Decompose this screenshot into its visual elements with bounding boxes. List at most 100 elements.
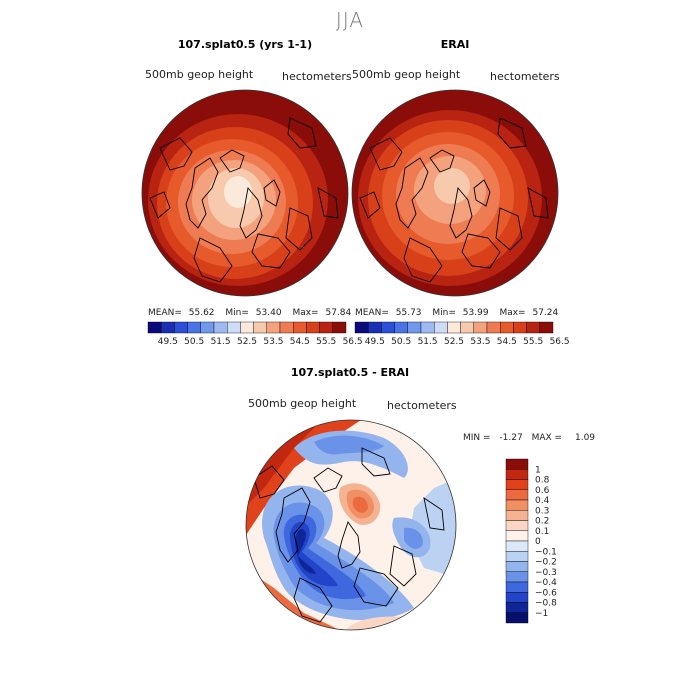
colorbar-3-swatch [505, 520, 529, 531]
panel-3-max-label: MAX = [531, 433, 563, 443]
panel-3-title: 107.splat0.5 - ERAI [290, 366, 410, 379]
colorbar-1-swatch [213, 321, 228, 334]
panel-1-min-label: Min= [225, 308, 249, 318]
panel-1-variable-label: 500mb geop height [145, 68, 254, 81]
colorbar-2-swatch [394, 321, 408, 334]
panel-3-polar-map [245, 419, 457, 631]
colorbar-3-swatch [505, 602, 529, 613]
colorbar-3-swatch [505, 612, 529, 624]
colorbar-3-tick-label: −0.2 [535, 558, 557, 568]
colorbar-2-tick-label: 56.5 [550, 337, 570, 347]
colorbar-1-swatch [187, 321, 201, 334]
colorbar-1-swatch [226, 321, 241, 334]
colorbar-3-swatch [505, 469, 529, 480]
panel-2-units-label: hectometers [490, 70, 560, 83]
colorbar-2-tick-label: 50.5 [391, 337, 411, 347]
panel-2-mean-label: MEAN= [355, 308, 389, 318]
colorbar-2-swatch [526, 321, 541, 334]
colorbar-1-swatch [253, 321, 267, 334]
colorbar-3-swatch [505, 592, 529, 603]
colorbar-1-swatch [279, 321, 294, 334]
colorbar-2-swatch [460, 321, 474, 334]
colorbar-3-tick-label: 0.4 [535, 496, 550, 506]
colorbar-2-swatch [381, 321, 395, 334]
panel-2-min-label: Min= [432, 308, 456, 318]
panel-1-max-value: 57.84 [325, 308, 352, 318]
colorbar-3-tick-label: 0 [535, 537, 541, 547]
colorbar-3-tick-label: 0.1 [535, 527, 549, 537]
panel-2-title: ERAI [440, 38, 470, 51]
panel-3-stats: MIN = -1.27 MAX = 1.09 [463, 433, 595, 443]
panel-1-mean-value: 55.62 [188, 308, 215, 318]
panel-2-max-label: Max= [499, 308, 526, 318]
colorbar-1-tick-label: 51.5 [211, 337, 231, 347]
panel-3-units-label: hectometers [387, 399, 457, 412]
panel-2-max-value: 57.24 [532, 308, 559, 318]
colorbar-1-swatch [160, 321, 175, 334]
colorbar-3-tick-label: −0.1 [535, 547, 557, 557]
colorbar-3-swatch [505, 551, 529, 562]
colorbar-1-swatch [266, 321, 281, 334]
colorbar-2-tick-label: 55.5 [523, 337, 543, 347]
colorbar-2-swatch [354, 321, 369, 334]
colorbar-2-swatch [433, 321, 448, 334]
panel-3-max-value: 1.09 [574, 433, 596, 443]
panel-1-units-label: hectometers [282, 70, 352, 83]
colorbar-1-tick-label: 53.5 [263, 337, 283, 347]
colorbar-2-tick-label: 53.5 [470, 337, 490, 347]
colorbar-2-swatch [420, 321, 435, 334]
panel-1-mean-label: MEAN= [148, 308, 182, 318]
colorbar-1-tick-label: 50.5 [184, 337, 204, 347]
colorbar-1-tick-label: 56.5 [343, 337, 363, 347]
colorbar-2-swatch [513, 321, 527, 334]
panel-1-min-value: 53.40 [255, 308, 282, 318]
colorbar-1-swatch [240, 321, 254, 334]
colorbar-3-swatch [505, 540, 529, 552]
colorbar-2-swatch [447, 321, 461, 334]
colorbar-1-swatch [306, 321, 320, 334]
colorbar-1-tick-label: 49.5 [158, 337, 178, 347]
panel-3-min-value: -1.27 [499, 433, 523, 443]
colorbar-1-tick-label: 55.5 [316, 337, 336, 347]
colorbar-2-tick-label: 52.5 [444, 337, 464, 347]
colorbar-3-tick-label: 0.6 [535, 486, 550, 496]
panel-3-colorbar: 10.80.60.40.30.20.10−0.1−0.2−0.3−0.4−0.6… [505, 458, 557, 624]
colorbar-3-tick-label: 0.3 [535, 506, 549, 516]
panel-2-polar-map [351, 89, 559, 297]
colorbar-3-tick-label: 0.2 [535, 517, 549, 527]
colorbar-3-tick-label: −0.3 [535, 568, 557, 578]
colorbar-1-swatch [200, 321, 215, 334]
colorbar-1-swatch [292, 321, 307, 334]
colorbar-3-tick-label: −1 [535, 609, 548, 619]
colorbar-3-swatch [505, 571, 529, 583]
colorbar-3-tick-label: −0.6 [535, 588, 557, 598]
colorbar-2-swatch [486, 321, 501, 334]
colorbar-3-swatch [505, 561, 529, 572]
panel-2-stats: MEAN= 55.73 Min= 53.99 Max= 57.24 [355, 308, 558, 318]
colorbar-1-swatch [319, 321, 334, 334]
panel-2-mean-value: 55.73 [395, 308, 422, 318]
colorbar-2-swatch [499, 321, 514, 334]
colorbar-3-swatch [505, 458, 529, 470]
panel-2-min-value: 53.99 [462, 308, 489, 318]
panel-1-title: 107.splat0.5 (yrs 1-1) [177, 38, 313, 51]
panel-3-variable-label: 500mb geop height [248, 397, 357, 410]
panel-2-variable-label: 500mb geop height [352, 68, 461, 81]
colorbar-1-swatch [147, 321, 162, 334]
panel-1-max-label: Max= [292, 308, 319, 318]
colorbar-3-swatch [505, 530, 529, 542]
colorbar-2-tick-label: 54.5 [497, 337, 517, 347]
colorbar-1-tick-label: 52.5 [237, 337, 257, 347]
panel-2-colorbar: 49.5 50.5 51.5 52.5 53.5 54.5 55.5 56.5 [354, 321, 570, 347]
colorbar-1-swatch [332, 321, 347, 334]
colorbar-1-tick-label: 54.5 [290, 337, 310, 347]
colorbar-3-swatch [505, 581, 529, 593]
colorbar-3-tick-label: −0.8 [535, 599, 557, 609]
colorbar-1-swatch [174, 321, 188, 334]
colorbar-2-swatch [473, 321, 488, 334]
panel-1-stats: MEAN= 55.62 Min= 53.40 Max= 57.84 [148, 308, 351, 318]
colorbar-3-swatch [505, 510, 529, 521]
colorbar-3-tick-label: −0.4 [535, 578, 557, 588]
colorbar-2-swatch [407, 321, 422, 334]
colorbar-3-swatch [505, 499, 529, 511]
